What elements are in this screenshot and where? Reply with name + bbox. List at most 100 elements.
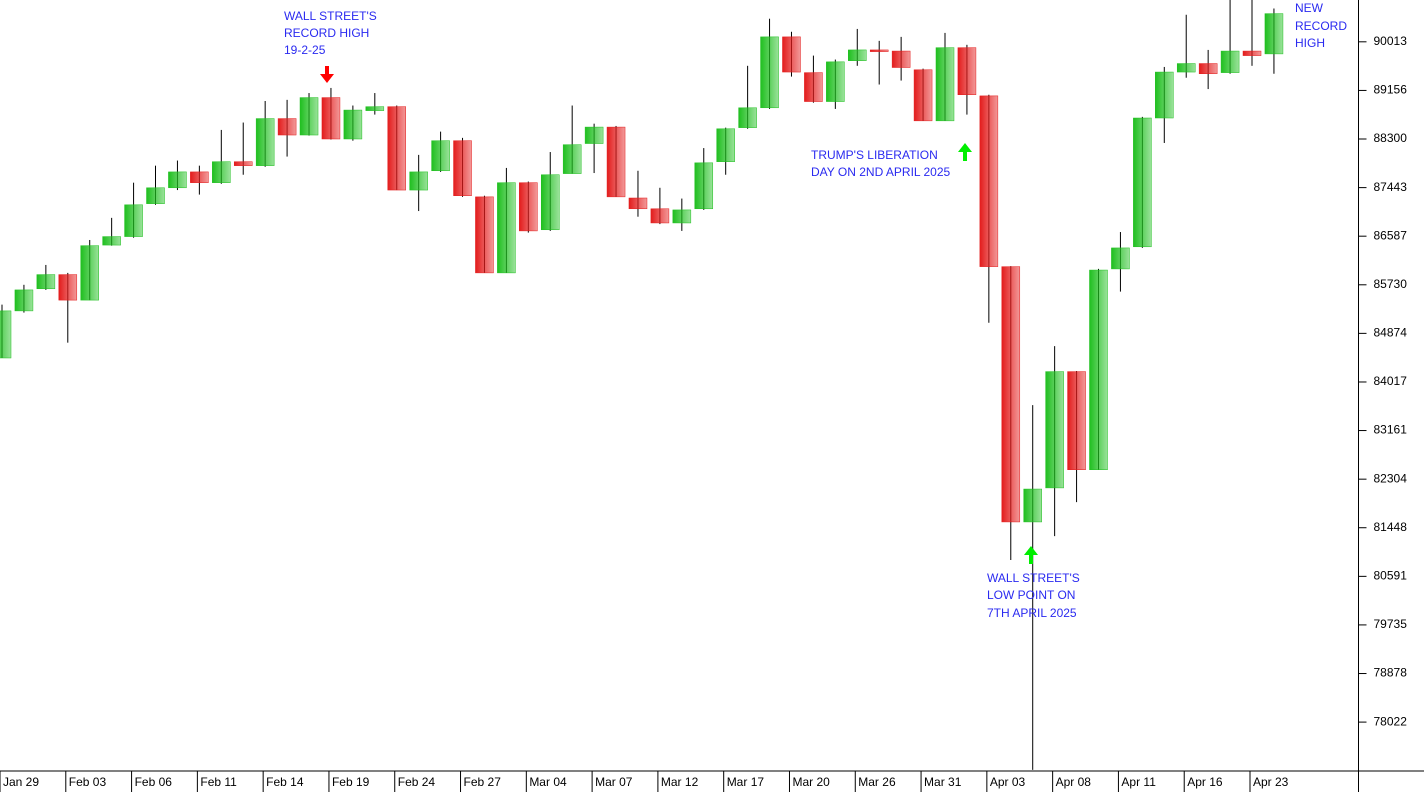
- candle-body: [891, 50, 911, 68]
- candle-body: [1023, 488, 1042, 523]
- x-tick-label: Mar 07: [595, 775, 633, 789]
- annotation-line: RECORD: [1295, 19, 1347, 33]
- candle-body: [541, 174, 560, 231]
- y-tick-label: 79735: [1374, 617, 1408, 631]
- candle-body: [233, 161, 253, 166]
- annotation-line: TRUMP'S LIBERATION: [811, 148, 938, 162]
- y-tick-label: 78878: [1374, 666, 1408, 680]
- x-tick-label: Feb 14: [266, 775, 304, 789]
- y-tick-label: 86587: [1374, 228, 1408, 242]
- candle-body: [782, 36, 801, 73]
- candle-body: [475, 196, 494, 274]
- candle-body: [628, 197, 648, 210]
- x-tick-label: Apr 23: [1253, 775, 1289, 789]
- x-tick-label: Mar 12: [661, 775, 699, 789]
- candle-body: [168, 171, 187, 189]
- candle-body: [1001, 266, 1021, 523]
- candle-body: [1045, 371, 1064, 489]
- x-tick-label: Jan 29: [3, 775, 39, 789]
- candle-body: [1198, 63, 1218, 75]
- candle-body: [1067, 371, 1086, 470]
- x-tick-label: Apr 03: [990, 775, 1026, 789]
- y-tick-label: 90013: [1374, 34, 1408, 48]
- annotations: WALL STREET'S RECORD HIGH 19-2-25 TRUMP'…: [284, 1, 1347, 620]
- annotation-line: 19-2-25: [284, 43, 326, 57]
- candle-body: [190, 171, 209, 183]
- candle-body: [584, 126, 604, 144]
- annotation-line: HIGH: [1295, 36, 1325, 50]
- candle-body: [321, 97, 341, 140]
- x-tick-label: Feb 19: [332, 775, 370, 789]
- y-tick-label: 82304: [1374, 471, 1408, 485]
- candle-body: [1111, 247, 1130, 270]
- candle-body: [650, 208, 670, 224]
- annotation-line: 7TH APRIL 2025: [987, 606, 1077, 620]
- candle-body: [0, 310, 12, 359]
- candle-body: [519, 182, 538, 232]
- arrow-up: [1024, 546, 1038, 564]
- candle-body: [58, 274, 78, 301]
- candle-body: [1242, 50, 1262, 56]
- candle-body: [80, 245, 99, 301]
- y-tick-label: 89156: [1374, 83, 1408, 97]
- x-tick-label: Apr 16: [1187, 775, 1223, 789]
- candle-body: [694, 162, 714, 210]
- candle-body: [387, 106, 406, 191]
- candle-body: [1155, 71, 1174, 119]
- y-tick-label: 85730: [1374, 277, 1408, 291]
- x-tick-label: Feb 24: [398, 775, 436, 789]
- candle-body: [562, 144, 582, 174]
- candle-body: [277, 118, 297, 136]
- annotation-line: DAY ON 2ND APRIL 2025: [811, 165, 951, 179]
- y-tick-label: 84017: [1374, 374, 1408, 388]
- candle-body: [957, 47, 977, 95]
- arrow-down: [320, 66, 334, 83]
- candle-body: [14, 289, 34, 312]
- annotation-line: LOW POINT ON: [987, 588, 1075, 602]
- candle-body: [913, 69, 933, 122]
- candle-body: [606, 126, 626, 198]
- arrow-up: [958, 143, 972, 161]
- candle-body: [299, 97, 319, 136]
- x-tick-label: Apr 08: [1056, 775, 1092, 789]
- candle-body: [1264, 13, 1284, 55]
- y-tick-label: 81448: [1374, 520, 1408, 534]
- x-tick-label: Feb 11: [200, 775, 237, 789]
- candle-body: [453, 140, 472, 196]
- candle-body: [738, 107, 757, 128]
- annotation-line: RECORD HIGH: [284, 26, 369, 40]
- candle-body: [1176, 63, 1196, 73]
- candle-body: [212, 161, 231, 183]
- candle-body: [146, 187, 165, 204]
- x-axis-band: [0, 771, 1424, 792]
- x-tick-label: Mar 20: [792, 775, 830, 789]
- candle-body: [716, 128, 735, 162]
- y-tick-label: 87443: [1374, 180, 1408, 194]
- x-tick-label: Mar 17: [727, 775, 765, 789]
- plot-area: [0, 0, 1284, 770]
- candle-body: [409, 171, 428, 191]
- candle-body: [826, 61, 845, 102]
- candle-body: [431, 140, 450, 172]
- x-tick-label: Feb 03: [69, 775, 107, 789]
- candle-body: [255, 118, 275, 166]
- y-tick-label: 78022: [1374, 714, 1408, 728]
- candle-body: [124, 204, 143, 237]
- y-tick-label: 83161: [1374, 423, 1408, 437]
- y-tick-label: 88300: [1374, 131, 1408, 145]
- annotation-line: NEW: [1295, 1, 1324, 15]
- candle-body: [804, 72, 823, 102]
- candle-body: [365, 106, 385, 111]
- candle-body: [672, 209, 692, 224]
- candle-body: [1089, 269, 1108, 470]
- x-tick-label: Feb 06: [135, 775, 173, 789]
- candle-body: [935, 47, 955, 122]
- candle-body: [343, 109, 363, 140]
- y-tick-label: 80591: [1374, 569, 1408, 583]
- x-tick-label: Feb 27: [464, 775, 502, 789]
- annotation-line: WALL STREET'S: [987, 571, 1080, 585]
- annotation-line: WALL STREET'S: [284, 9, 377, 23]
- candle-body: [760, 36, 779, 109]
- y-tick-label: 84874: [1374, 326, 1408, 340]
